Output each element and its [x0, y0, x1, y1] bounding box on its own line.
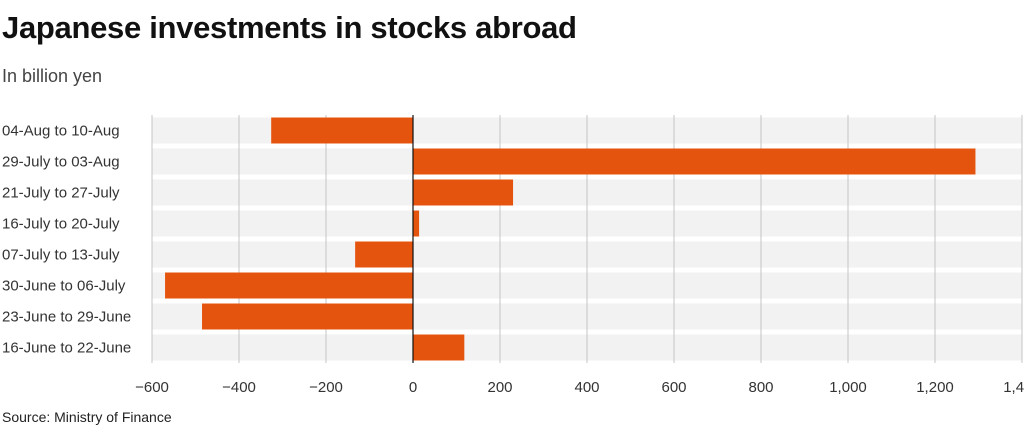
chart-title: Japanese investments in stocks abroad [2, 10, 577, 45]
x-tick-label: 1,200 [916, 379, 954, 396]
category-label: 16-July to 20-July [2, 216, 120, 233]
bar [202, 303, 413, 330]
bar [271, 117, 413, 144]
x-tick-label: −400 [222, 379, 256, 396]
bar [413, 179, 514, 206]
category-label: 30-June to 06-July [2, 278, 126, 295]
x-tick-label: 800 [748, 379, 773, 396]
category-label: 23-June to 29-June [2, 309, 131, 326]
x-tick-label: 600 [661, 379, 686, 396]
x-tick-label: −600 [135, 379, 169, 396]
category-label: 21-July to 27-July [2, 185, 120, 202]
x-tick-label: −200 [309, 379, 343, 396]
x-tick-label: 400 [574, 379, 599, 396]
category-label: 07-July to 13-July [2, 247, 120, 264]
bar [413, 334, 465, 361]
x-tick-label: 0 [409, 379, 417, 396]
category-label: 16-June to 22-June [2, 340, 131, 357]
bar [413, 210, 420, 237]
x-tick-label: 1,400 [1003, 379, 1024, 396]
category-label: 04-Aug to 10-Aug [2, 123, 120, 140]
x-tick-label: 1,000 [829, 379, 867, 396]
chart-subtitle: In billion yen [2, 66, 103, 86]
bar [413, 148, 976, 175]
bar-chart: 04-Aug to 10-Aug 29-July to 03-Aug 21-July… [2, 115, 1024, 396]
bar [165, 272, 413, 299]
bar [355, 241, 413, 268]
category-label: 29-July to 03-Aug [2, 154, 120, 171]
source-note: Source: Ministry of Finance [2, 409, 172, 425]
x-tick-label: 200 [487, 379, 512, 396]
